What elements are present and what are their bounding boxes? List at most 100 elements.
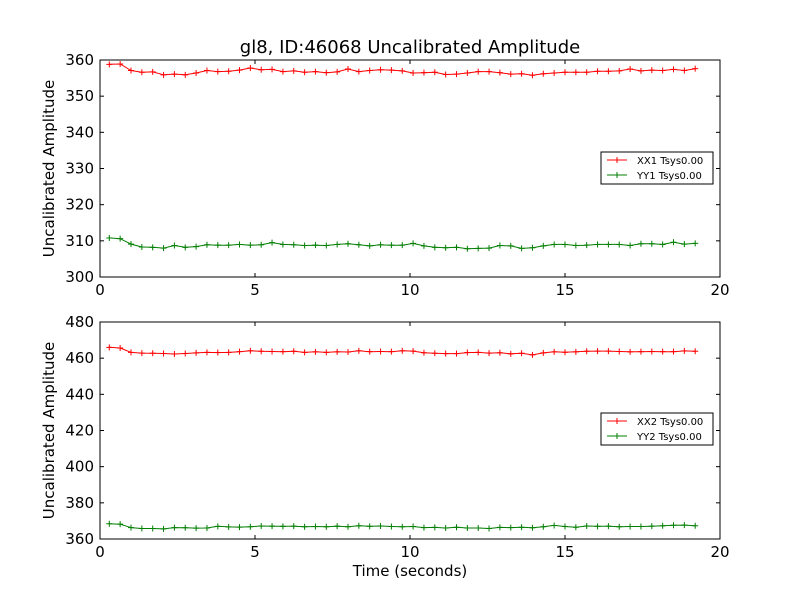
data-point	[366, 523, 373, 530]
data-point	[128, 67, 134, 74]
data-point	[507, 242, 514, 249]
data-point	[323, 349, 330, 356]
data-point	[627, 348, 634, 355]
y-tick-label: 330	[65, 160, 94, 178]
data-point	[279, 241, 286, 248]
data-point	[236, 241, 243, 248]
data-point	[486, 245, 493, 252]
data-point	[540, 70, 547, 77]
data-point	[572, 348, 579, 355]
x-tick-label: 10	[400, 281, 419, 299]
data-point	[258, 522, 265, 529]
data-point	[507, 350, 514, 357]
data-point	[247, 523, 254, 530]
data-point	[486, 350, 493, 357]
data-point	[366, 242, 373, 249]
data-point	[637, 348, 644, 355]
data-point	[388, 523, 395, 530]
data-point	[138, 243, 145, 250]
data-point	[128, 349, 134, 356]
y-tick-label: 360	[65, 530, 94, 548]
data-point	[670, 522, 677, 529]
data-point	[572, 69, 579, 76]
data-point	[648, 240, 655, 247]
data-point	[605, 348, 612, 355]
data-point	[193, 70, 200, 77]
data-point	[345, 240, 351, 247]
data-point	[117, 235, 124, 242]
data-point	[475, 349, 482, 356]
data-point	[529, 351, 536, 358]
axes-top: Uncalibrated Amplitude XX1 Tsys0.00 YY1 T…	[40, 51, 730, 299]
data-point	[594, 523, 601, 530]
x-tick-label: 15	[555, 281, 574, 299]
data-point	[138, 525, 145, 532]
data-point	[258, 66, 265, 73]
legend-top: XX1 Tsys0.00 YY1 Tsys0.00	[600, 151, 714, 185]
x-tick-label: 0	[95, 543, 105, 561]
data-point	[475, 68, 482, 75]
data-point	[410, 240, 417, 247]
data-point	[529, 524, 536, 531]
data-point	[236, 524, 243, 531]
data-point	[518, 524, 525, 531]
data-point	[486, 68, 493, 75]
data-point	[551, 348, 558, 355]
data-point	[247, 242, 254, 249]
data-point	[594, 348, 601, 355]
data-point	[507, 71, 514, 78]
data-point	[410, 523, 417, 530]
data-point	[312, 242, 319, 249]
data-point	[171, 524, 178, 531]
data-point	[106, 520, 113, 527]
data-point	[431, 524, 438, 531]
y-axis-label-bottom: Uncalibrated Amplitude	[40, 342, 58, 519]
data-point	[258, 241, 265, 248]
data-point	[583, 242, 590, 249]
y-tick-label: 320	[65, 196, 94, 214]
legend-label: YY2 Tsys0.00	[636, 432, 702, 443]
data-point	[453, 350, 460, 357]
legend-box	[600, 412, 714, 446]
data-point	[149, 525, 156, 532]
data-point	[507, 524, 514, 531]
y-tick-label: 300	[65, 268, 94, 286]
data-point	[182, 244, 189, 251]
data-point	[355, 68, 362, 75]
data-point	[399, 242, 406, 249]
data-point	[334, 348, 341, 355]
data-point	[453, 71, 460, 78]
data-point	[290, 348, 297, 355]
data-point	[529, 72, 536, 79]
data-point	[648, 67, 655, 74]
data-point	[117, 345, 124, 352]
data-point	[648, 523, 655, 530]
data-point	[334, 241, 341, 248]
data-point	[117, 521, 124, 528]
data-point	[692, 522, 699, 529]
data-point	[334, 68, 341, 75]
y-tick-label: 340	[65, 123, 94, 141]
data-point	[323, 242, 330, 249]
data-point	[345, 66, 351, 73]
data-point	[312, 348, 319, 355]
data-point	[366, 67, 373, 74]
y-tick-label: 380	[65, 494, 94, 512]
data-point	[583, 69, 590, 76]
data-point	[149, 244, 156, 251]
data-point	[648, 348, 655, 355]
data-point	[551, 70, 558, 77]
data-point	[160, 245, 167, 252]
data-point	[312, 523, 319, 530]
data-point	[225, 523, 232, 530]
data-point	[203, 241, 210, 248]
data-point	[659, 67, 666, 74]
legend-label: YY1 Tsys0.00	[636, 171, 702, 182]
data-point	[149, 350, 156, 357]
data-point	[301, 523, 308, 530]
x-axis-label: Time (seconds)	[352, 562, 468, 580]
data-point	[225, 242, 232, 249]
data-point	[670, 348, 677, 355]
data-point	[301, 69, 308, 76]
